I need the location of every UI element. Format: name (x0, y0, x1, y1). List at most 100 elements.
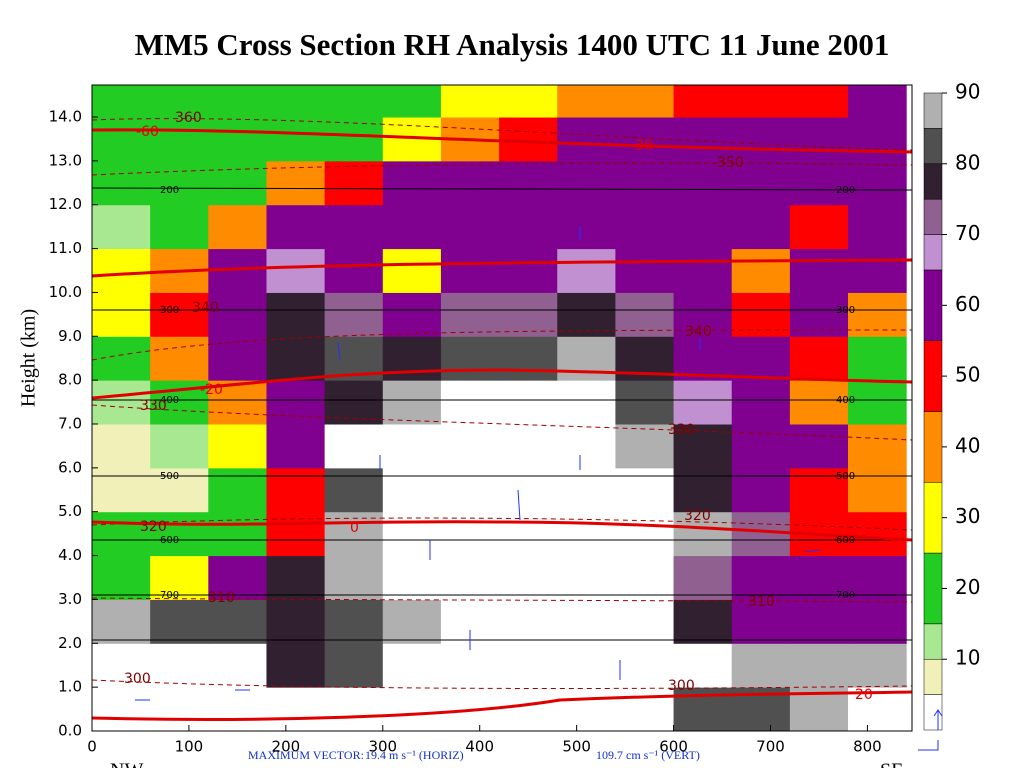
rh-cell (557, 336, 616, 381)
rh-cell (208, 85, 267, 118)
rh-cell (499, 117, 558, 162)
theta-lines (92, 118, 912, 689)
rh-cell (848, 643, 907, 688)
y-tick-label: 9.0 (58, 327, 82, 345)
rh-cell (731, 85, 791, 118)
rh-cell (266, 467, 326, 513)
rh-cell (150, 687, 209, 731)
rh-cell (324, 85, 384, 118)
y-tick-label: 0.0 (58, 722, 82, 740)
rh-cell (557, 643, 616, 688)
rh-cell (848, 160, 907, 206)
rh-cell (848, 117, 907, 162)
rh-cell (673, 117, 733, 162)
temperature-line (92, 690, 912, 721)
rh-cell (382, 204, 442, 250)
rh-cell (324, 424, 384, 469)
rh-cell (557, 687, 616, 731)
rh-cell (92, 424, 151, 469)
rh-cell (440, 380, 500, 425)
rh-cell (615, 85, 675, 118)
rh-cell (266, 599, 326, 644)
rh-cell (499, 380, 558, 425)
rh-cell (499, 204, 558, 250)
colorbar-tick-label: 20 (955, 575, 980, 599)
rh-cell (848, 511, 907, 557)
y-tick-label: 14.0 (49, 108, 82, 126)
y-tick-label: 12.0 (49, 195, 82, 213)
rh-cell (324, 248, 384, 293)
rh-cell (789, 204, 849, 250)
rh-cell (92, 687, 151, 731)
rh-cell (208, 117, 267, 162)
y-tick-label: 13.0 (49, 151, 82, 169)
theta-line (92, 162, 912, 176)
temperature-lines (92, 128, 912, 721)
pressure-label: 500 (160, 471, 179, 482)
rh-cell (208, 424, 267, 469)
rh-cell (266, 160, 326, 206)
rh-cell (499, 424, 558, 469)
rh-cell (92, 511, 151, 557)
rh-cell (324, 511, 384, 557)
rh-cell (557, 160, 616, 206)
rh-cell (615, 248, 675, 293)
theta-label: 310 (748, 594, 775, 610)
rh-cell (382, 467, 442, 513)
colorbar-tick-label: 30 (955, 504, 980, 528)
pressure-label: 200 (160, 185, 179, 196)
rh-cell (266, 511, 326, 557)
rh-cell (848, 204, 907, 250)
rh-cell (324, 160, 384, 206)
rh-cell (789, 555, 849, 600)
colorbar-segment (923, 411, 943, 483)
rh-cell (208, 511, 267, 557)
rh-cell (382, 643, 442, 688)
left-end-label: NW (110, 760, 143, 768)
rh-cell (673, 467, 733, 513)
rh-cell (789, 599, 849, 644)
rh-cell (150, 160, 209, 206)
rh-cell (382, 511, 442, 557)
theta-label: 300 (124, 671, 151, 687)
theta-label: 320 (684, 508, 711, 524)
rh-cell (440, 555, 500, 600)
theta-label: 320 (140, 519, 167, 535)
vector-label: MAXIMUM VECTOR: (248, 748, 364, 762)
y-axis-label: Height (km) (18, 309, 40, 407)
y-tick-label: 5.0 (58, 502, 82, 520)
colorbar-tick-label: 70 (955, 221, 980, 245)
rh-cell (557, 204, 616, 250)
colorbar-tick-label: 80 (955, 150, 980, 174)
rh-cell (848, 292, 907, 337)
rh-cell (150, 204, 209, 250)
rh-cell (92, 380, 151, 425)
colorbar-segment (923, 340, 943, 412)
rh-cell (673, 555, 733, 600)
pressure-label: 400 (836, 395, 855, 406)
rh-cell (324, 467, 384, 513)
colorbar-tick-label: 90 (955, 80, 980, 104)
rh-cell (440, 424, 500, 469)
rh-cell (440, 248, 500, 293)
rh-cell (92, 117, 151, 162)
rh-cell (789, 292, 849, 337)
rh-field (92, 85, 907, 731)
rh-cell (440, 85, 500, 118)
rh-cell (440, 467, 500, 513)
rh-cell (731, 117, 791, 162)
rh-cell (673, 380, 733, 425)
colorbar: 10 20 30 40 50 60 70 80 90 (923, 80, 980, 731)
pressure-label: 400 (160, 395, 179, 406)
x-tick-label: 300 (368, 738, 397, 756)
rh-cell (499, 292, 558, 337)
theta-line (92, 118, 912, 151)
rh-cell (324, 687, 384, 731)
rh-cell (673, 643, 733, 688)
rh-cell (789, 160, 849, 206)
rh-cell (848, 599, 907, 644)
rh-cell (382, 380, 442, 425)
rh-cell (208, 292, 267, 337)
y-tick-label: 1.0 (58, 678, 82, 696)
